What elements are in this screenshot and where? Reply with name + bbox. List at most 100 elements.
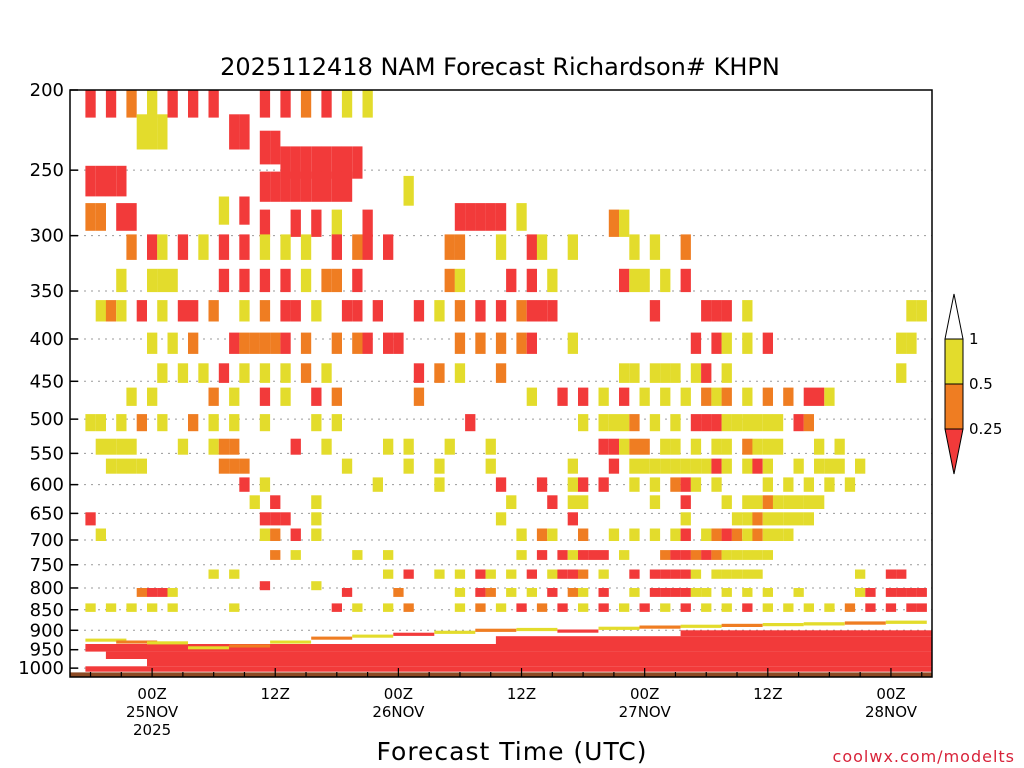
cell xyxy=(547,495,558,509)
cell xyxy=(311,512,322,526)
cell xyxy=(259,234,271,260)
cell xyxy=(321,363,332,383)
cell xyxy=(865,603,876,612)
cell xyxy=(619,363,630,383)
y-tick-label-300: 300 xyxy=(30,226,64,247)
cell xyxy=(321,438,332,455)
x-tick-label: 12Z xyxy=(261,685,290,703)
cell xyxy=(147,268,158,293)
cell xyxy=(454,569,466,579)
cell xyxy=(772,414,784,432)
cell xyxy=(495,512,507,526)
cell xyxy=(516,627,558,632)
y-tick-label-1000: 1000 xyxy=(18,658,64,679)
cell xyxy=(157,234,168,260)
cell xyxy=(311,528,322,541)
cell xyxy=(444,438,455,455)
cell xyxy=(95,203,106,231)
cell xyxy=(147,588,158,597)
cell xyxy=(485,203,496,231)
cell xyxy=(783,495,794,509)
cell xyxy=(721,363,732,383)
x-tick-label: 12Z xyxy=(507,685,536,703)
cell xyxy=(506,268,517,293)
cell xyxy=(752,528,763,541)
cell xyxy=(547,588,558,597)
cell xyxy=(516,203,527,231)
cell xyxy=(731,414,743,432)
x-tick-label: 27NOV xyxy=(619,703,672,721)
cell xyxy=(762,438,773,455)
cell xyxy=(434,569,445,579)
cell xyxy=(177,300,189,322)
cell xyxy=(824,477,835,492)
cell xyxy=(136,458,147,474)
cell xyxy=(413,387,425,406)
cell xyxy=(116,438,127,455)
cell xyxy=(188,414,199,432)
cell xyxy=(300,171,312,202)
cell xyxy=(280,146,291,179)
cell xyxy=(814,495,825,509)
cell xyxy=(403,603,414,612)
cell xyxy=(731,512,743,526)
cell xyxy=(157,300,168,322)
cell xyxy=(803,477,814,492)
cell xyxy=(475,300,486,322)
cell xyxy=(783,387,794,406)
cell xyxy=(834,438,845,455)
cell xyxy=(341,588,353,597)
cell xyxy=(721,495,732,509)
cell xyxy=(536,603,548,612)
cell xyxy=(690,477,702,492)
cell xyxy=(680,569,691,579)
x-tick-label: 28NOV xyxy=(865,703,918,721)
legend-swatch-yellow xyxy=(944,338,964,385)
credit-text[interactable]: coolwx.com/modelts xyxy=(833,747,1015,766)
cell xyxy=(772,495,784,509)
cell xyxy=(793,458,804,474)
cell xyxy=(557,629,599,633)
cell xyxy=(352,634,394,638)
y-axis: 200 250 300 350 400 450 500 550 600 650 700 7508008… xyxy=(18,80,78,679)
cell xyxy=(239,477,250,492)
cell xyxy=(742,300,753,322)
legend: 1 0.5 0.25 xyxy=(944,293,1002,475)
cell xyxy=(752,550,763,560)
cell xyxy=(229,569,240,579)
cell xyxy=(660,387,671,406)
cell xyxy=(270,640,312,644)
cell xyxy=(516,550,527,560)
cell xyxy=(259,90,271,118)
cell xyxy=(752,458,763,474)
cell xyxy=(208,387,219,406)
cell xyxy=(711,438,722,455)
cell xyxy=(218,363,230,383)
cell xyxy=(680,234,691,260)
y-tick-label-900: 900 xyxy=(30,620,64,641)
cell xyxy=(300,332,312,354)
cell xyxy=(608,458,620,474)
cell xyxy=(803,414,814,432)
cell xyxy=(188,300,199,322)
y-tick-label-850: 850 xyxy=(30,600,64,621)
cell xyxy=(434,363,445,383)
cell xyxy=(239,458,250,474)
cell xyxy=(608,414,620,432)
x-axis-label: Forecast Time (UTC) xyxy=(377,737,648,766)
cell xyxy=(567,458,578,474)
cell xyxy=(660,588,671,597)
cell xyxy=(95,528,106,541)
cell xyxy=(803,387,814,406)
cell xyxy=(311,581,322,591)
cell xyxy=(742,512,753,526)
cell xyxy=(742,569,753,579)
cell xyxy=(762,495,773,509)
cell xyxy=(578,528,589,541)
cell xyxy=(300,234,312,260)
cell xyxy=(619,268,630,293)
cell xyxy=(629,268,640,293)
cell xyxy=(126,603,137,612)
cell xyxy=(896,569,907,579)
cell xyxy=(711,332,722,354)
